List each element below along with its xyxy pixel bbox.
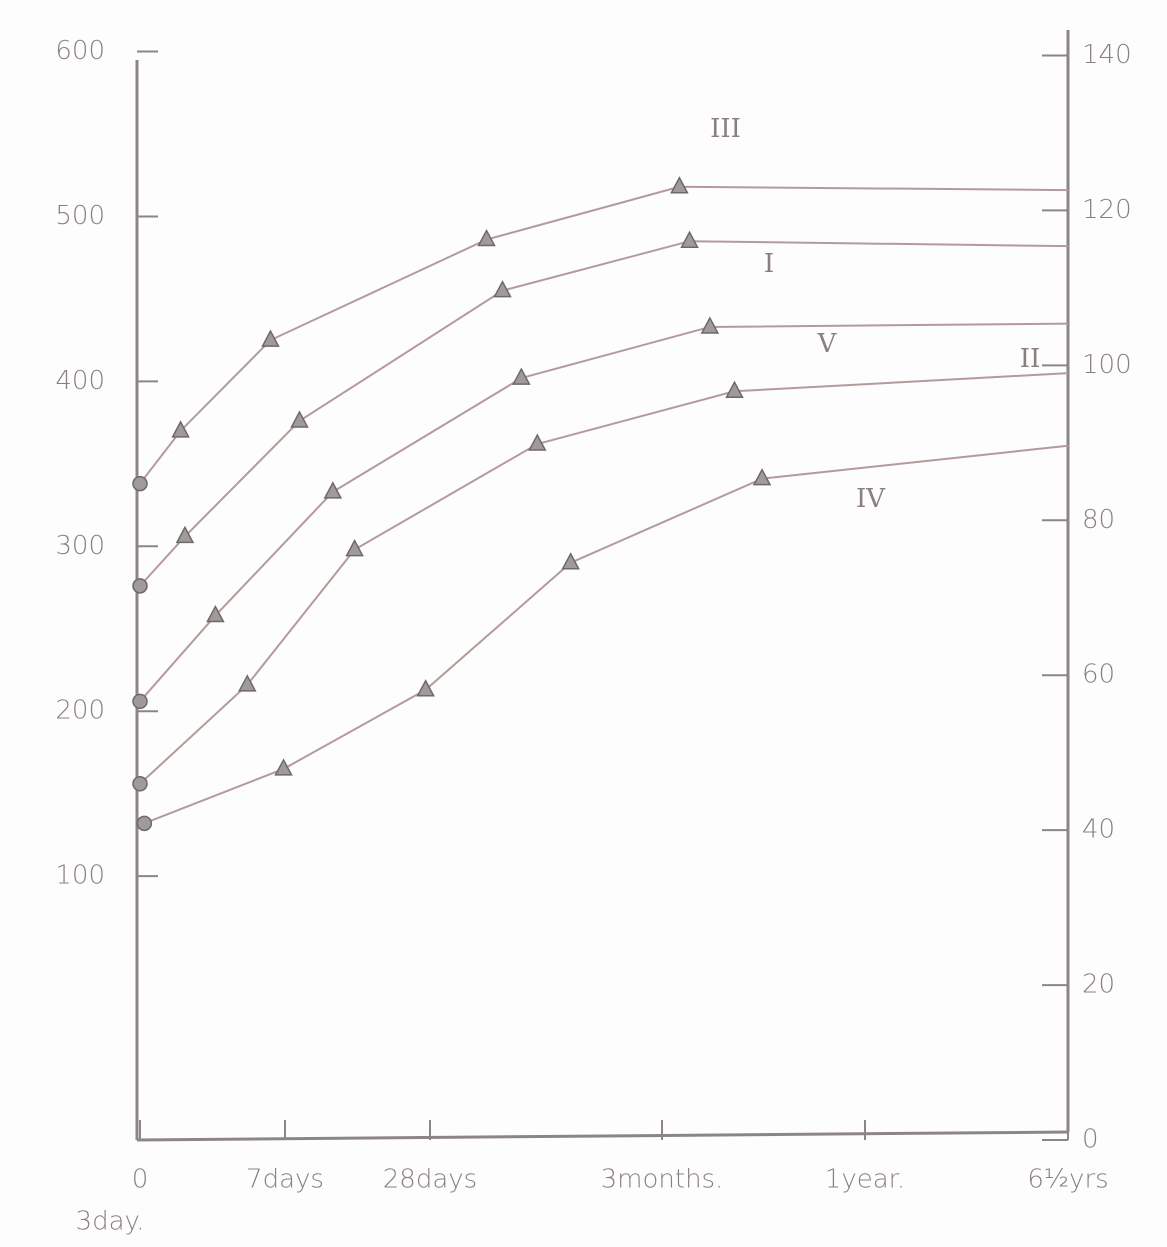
point	[136, 815, 153, 832]
x-tick-label: 28days	[383, 1165, 477, 1195]
series-label: V	[817, 329, 838, 359]
x-tick-label: 3months.	[601, 1165, 724, 1195]
y-tick-label: 400	[55, 366, 105, 396]
point	[670, 176, 689, 194]
point	[493, 280, 512, 298]
y2-tick-label: 80	[1082, 505, 1115, 535]
point	[132, 578, 148, 594]
point	[132, 776, 148, 792]
series-line	[139, 240, 1069, 587]
y2-tick-label: 140	[1082, 40, 1132, 70]
point	[345, 539, 364, 557]
series-line	[139, 372, 1069, 785]
y-tick-label: 600	[55, 36, 105, 66]
point	[477, 228, 496, 247]
x-tick-label: 1year.	[825, 1165, 905, 1195]
series-label: I	[764, 249, 774, 279]
point	[561, 552, 580, 570]
x-axis	[136, 1130, 1069, 1142]
point	[132, 475, 148, 492]
point	[528, 433, 547, 451]
point	[206, 604, 225, 623]
point	[725, 380, 744, 399]
y-tick-label: 200	[55, 696, 105, 726]
y-tick-label: 500	[55, 201, 105, 231]
point	[274, 758, 293, 776]
point	[132, 693, 148, 710]
point	[323, 481, 343, 499]
point	[512, 367, 531, 385]
y-tick-label: 300	[55, 531, 105, 561]
point	[700, 316, 720, 334]
y2-tick-label: 20	[1082, 970, 1115, 1000]
point	[171, 420, 190, 438]
y2-tick-label: 40	[1082, 815, 1115, 845]
series-line	[139, 322, 1069, 702]
x-tick-label: 6½yrs	[1027, 1165, 1108, 1195]
point	[290, 410, 309, 428]
y2-tick-label: 120	[1082, 195, 1132, 225]
y-tick-label: 100	[55, 861, 105, 891]
series-line	[139, 185, 1069, 485]
x-note: 3day.	[76, 1207, 145, 1237]
x-tick-label: 0	[132, 1165, 149, 1195]
series-label: III	[710, 114, 741, 144]
y2-tick-label: 100	[1082, 350, 1132, 380]
point	[680, 230, 699, 248]
point	[752, 468, 772, 486]
y2-tick-label: 0	[1082, 1125, 1099, 1155]
point	[416, 679, 435, 697]
point	[238, 674, 257, 692]
y2-tick-label: 60	[1082, 660, 1115, 690]
x-tick-label: 7days	[246, 1165, 324, 1195]
series-label: IV	[856, 484, 886, 514]
point	[175, 525, 195, 544]
series-line	[143, 444, 1069, 825]
point	[261, 329, 280, 347]
series-label: II	[1020, 344, 1041, 374]
